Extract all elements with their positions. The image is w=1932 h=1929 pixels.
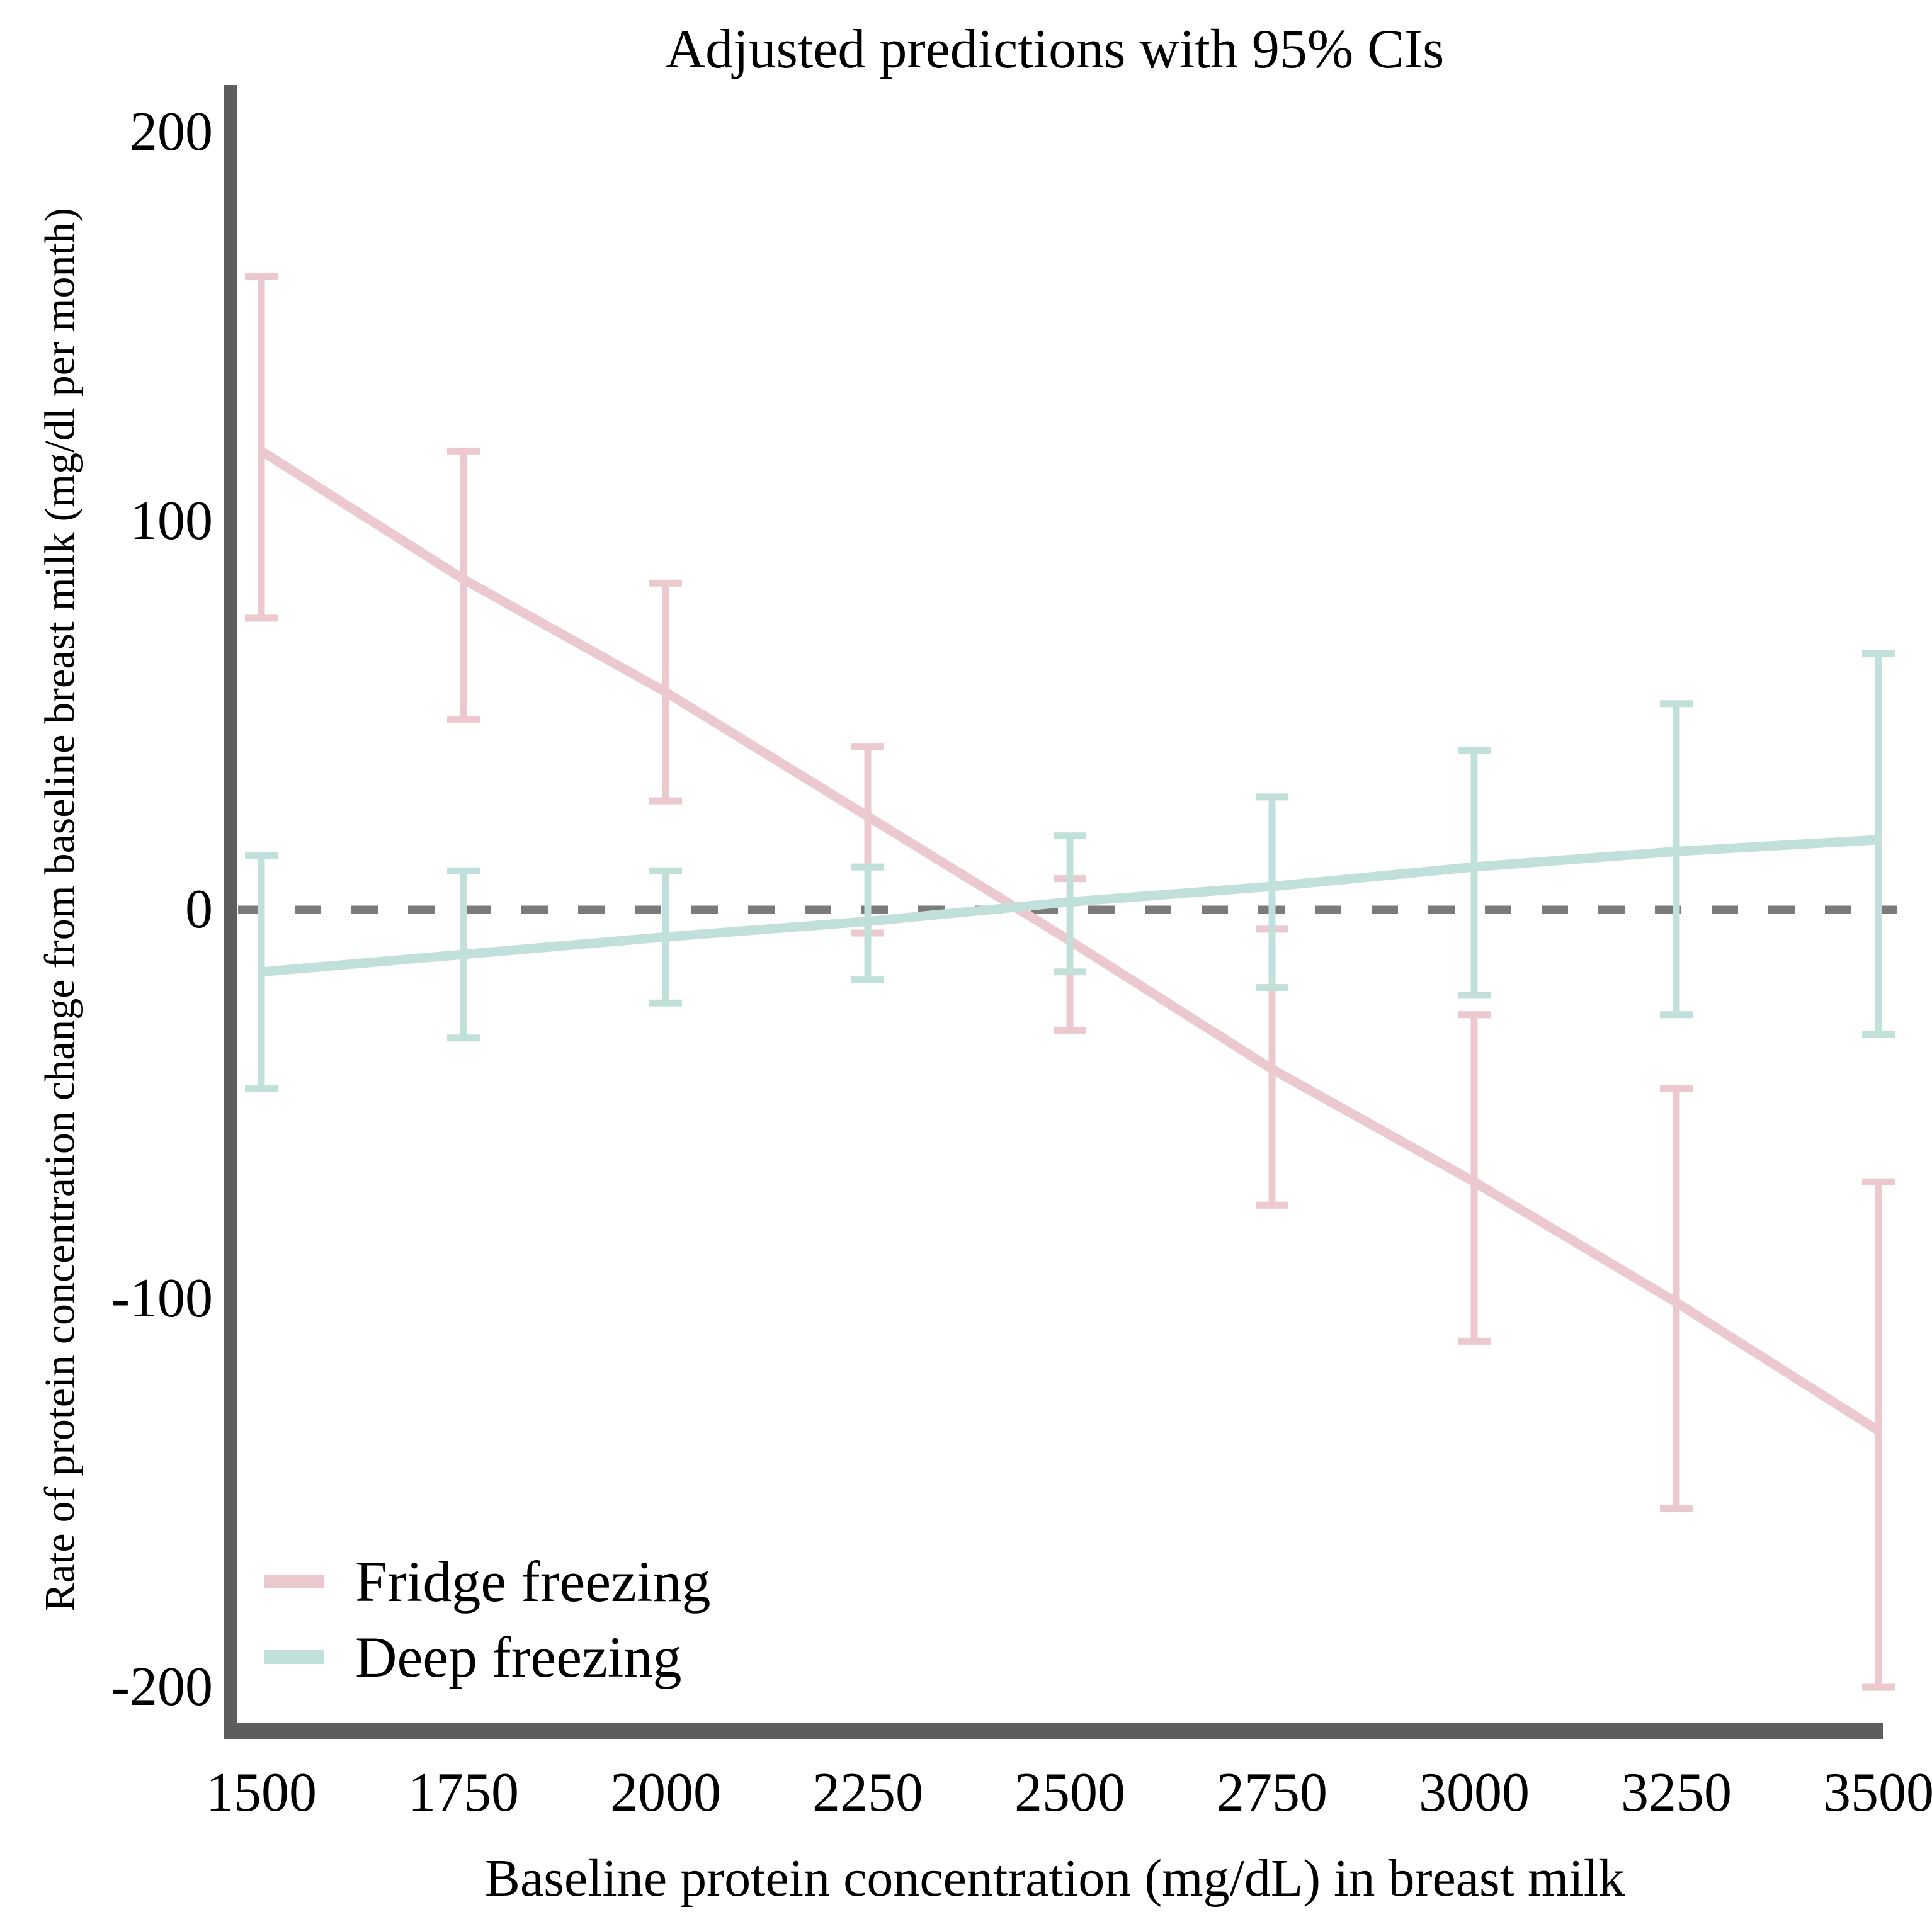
y-tick-label: -200 bbox=[111, 1656, 213, 1717]
y-tick-label: 0 bbox=[185, 879, 213, 940]
x-tick-label: 1500 bbox=[206, 1762, 317, 1823]
legend-item-deep-freezing: Deep freezing bbox=[264, 1619, 711, 1695]
legend-item-fridge-freezing: Fridge freezing bbox=[264, 1544, 711, 1619]
legend: Fridge freezing Deep freezing bbox=[264, 1544, 711, 1695]
trend-line-deep-freezing bbox=[261, 835, 1879, 977]
y-tick-label: 200 bbox=[130, 101, 213, 162]
x-tick-label: 3500 bbox=[1823, 1762, 1932, 1823]
y-tick-label: -100 bbox=[111, 1267, 213, 1329]
x-tick-label: 3000 bbox=[1419, 1762, 1530, 1823]
y-tick-label: 100 bbox=[130, 490, 213, 552]
legend-swatch-fridge-freezing bbox=[264, 1575, 324, 1588]
x-axis-label: Baseline protein concentration (mg/dL) i… bbox=[484, 1849, 1625, 1908]
chart-title: Adjusted predictions with 95% CIs bbox=[665, 19, 1445, 80]
x-tick-label: 2500 bbox=[1014, 1762, 1125, 1823]
y-axis-line bbox=[224, 85, 237, 1739]
legend-label-fridge-freezing: Fridge freezing bbox=[355, 1549, 711, 1614]
x-tick-label: 1750 bbox=[408, 1762, 519, 1823]
x-tick-label: 3250 bbox=[1621, 1762, 1732, 1823]
x-axis-line bbox=[224, 1723, 1883, 1739]
legend-label-deep-freezing: Deep freezing bbox=[355, 1625, 682, 1689]
x-tick-label: 2000 bbox=[610, 1762, 721, 1823]
x-tick-label: 2750 bbox=[1217, 1762, 1327, 1823]
legend-swatch-deep-freezing bbox=[264, 1650, 324, 1664]
x-tick-label: 2250 bbox=[812, 1762, 923, 1823]
